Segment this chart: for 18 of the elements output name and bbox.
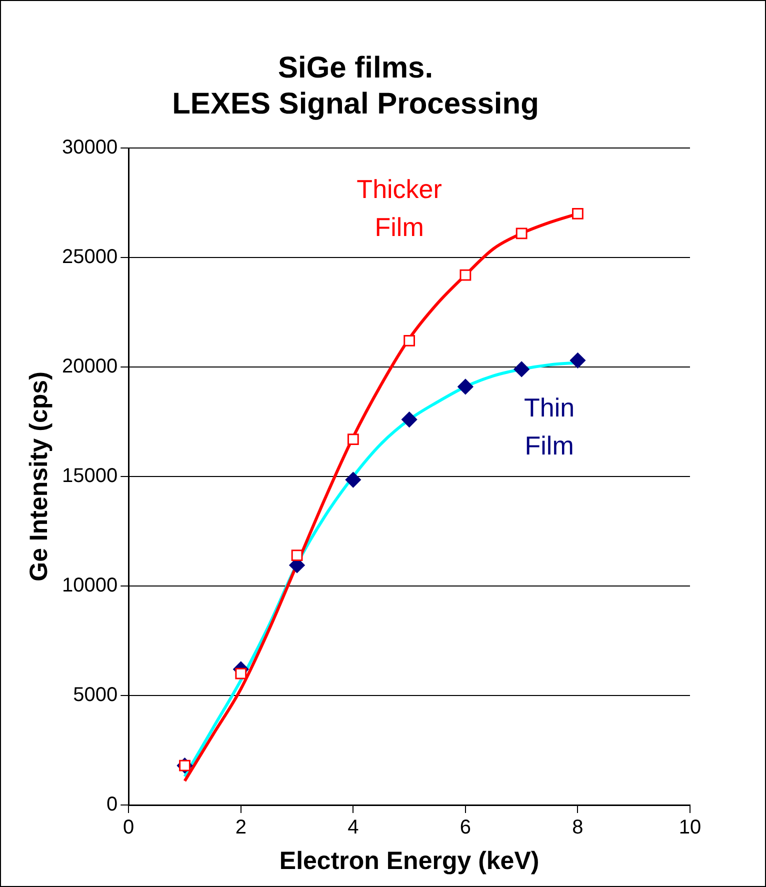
y-tick-label: 15000 <box>62 465 118 488</box>
y-tick-label: 30000 <box>62 136 118 159</box>
x-tick-label: 8 <box>572 816 584 839</box>
x-tick-label: 2 <box>235 816 246 839</box>
x-tick-label: 0 <box>123 816 134 839</box>
y-axis-title: Ge Intensity (cps) <box>24 372 53 582</box>
y-tick-label: 0 <box>106 794 118 816</box>
x-tick-label: 4 <box>348 816 359 839</box>
chart-title: SiGe films. LEXES Signal Processing <box>172 51 539 120</box>
x-axis-title: Electron Energy (keV) <box>279 846 540 875</box>
y-tick-label: 25000 <box>62 246 118 268</box>
x-tick-label: 6 <box>460 816 472 839</box>
y-tick-label: 5000 <box>73 684 118 706</box>
series-label: Thicker Film <box>356 174 442 242</box>
y-tick-label: 20000 <box>62 356 118 378</box>
x-tick-label: 10 <box>678 816 702 839</box>
y-tick-label: 10000 <box>62 574 118 597</box>
series-label: Thin Film <box>524 392 575 461</box>
